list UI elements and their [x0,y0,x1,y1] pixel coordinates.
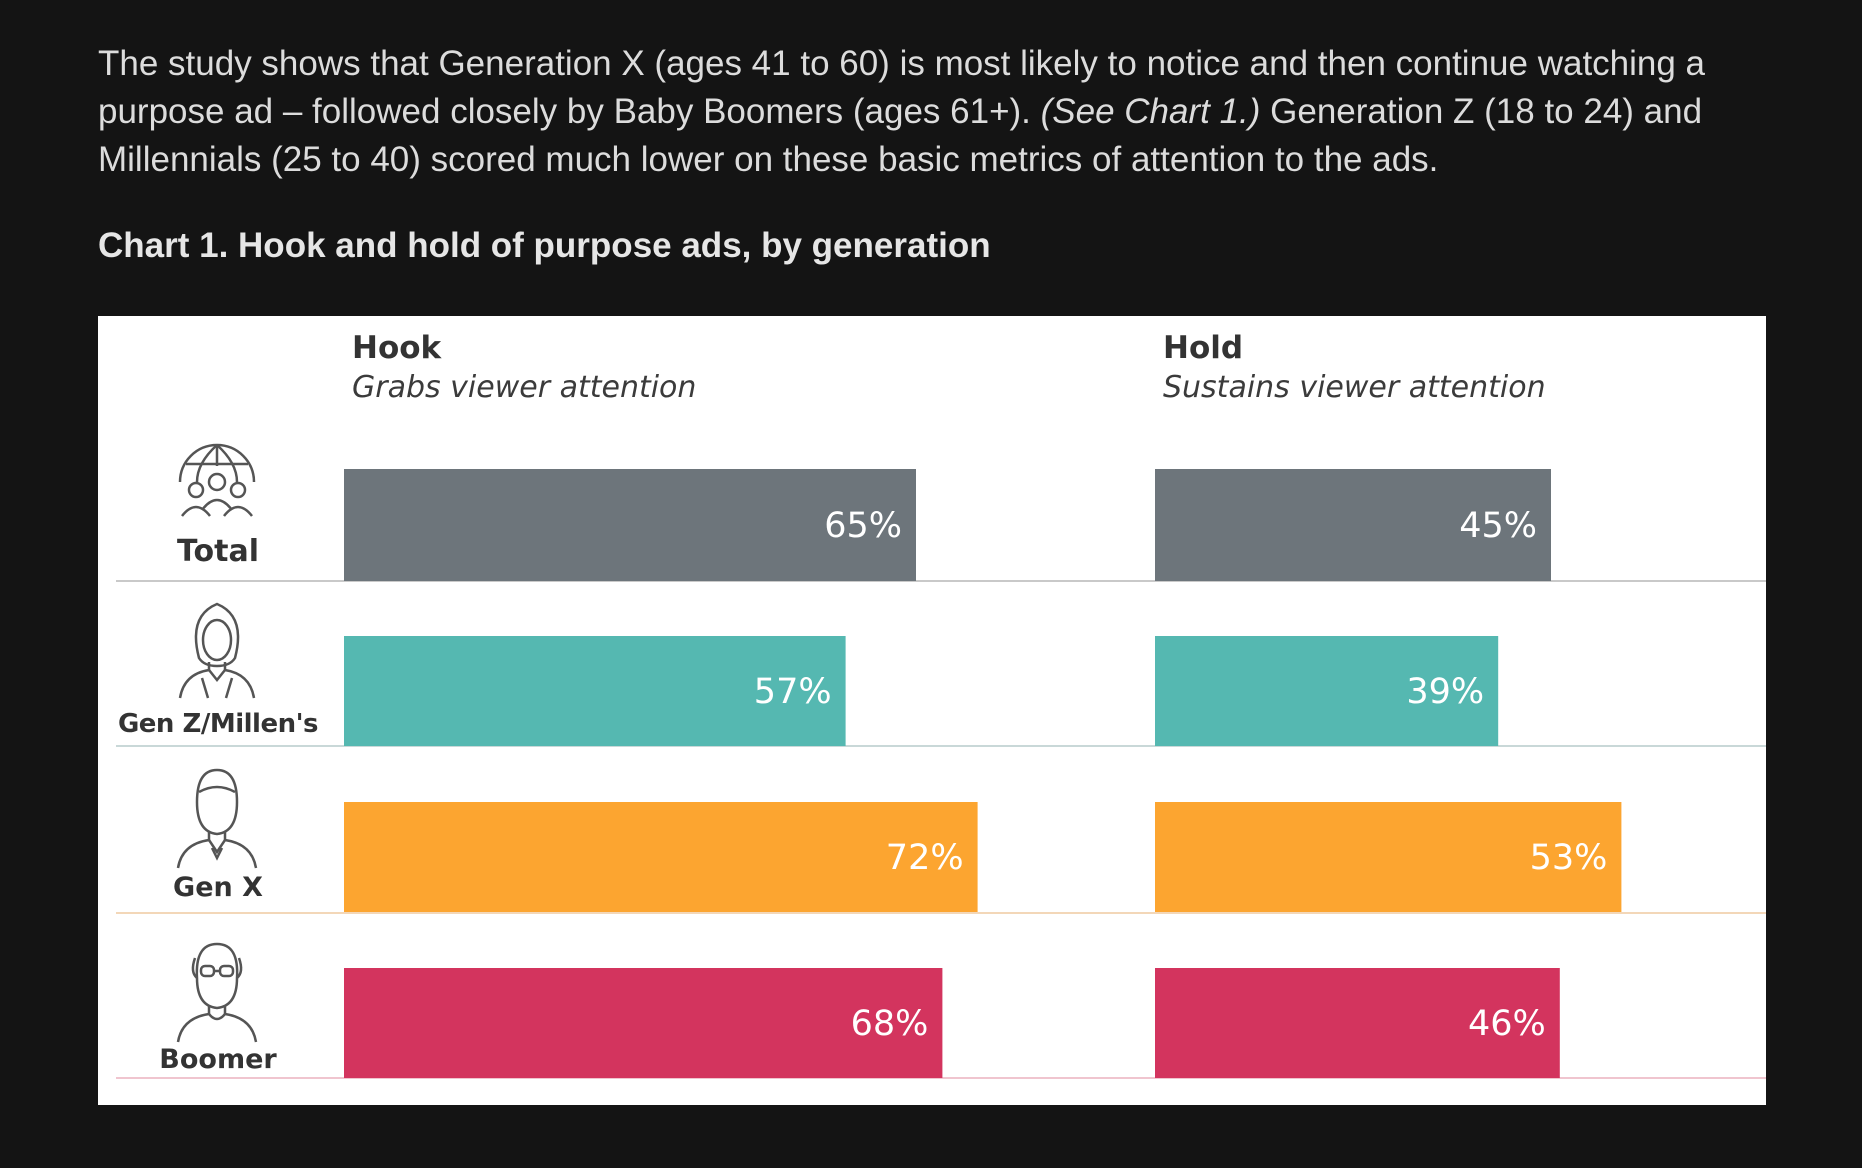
value-label-hold-2: 53% [1530,838,1608,878]
value-label-hook-2: 72% [886,838,964,878]
bar-hook-0 [344,469,916,581]
woman-icon [178,602,256,699]
row-label-total: Total [177,534,259,569]
hold-title: Hold [1163,330,1244,366]
bar-hold-3 [1155,968,1560,1078]
value-label-hold-1: 39% [1406,672,1484,712]
row-label-genx: Gen X [173,872,263,903]
man-icon [176,768,258,869]
bar-chart: 65% 57% 72% 68% 45% 39% 53% 46% [116,469,1766,1079]
chart-title: Chart 1. Hook and hold of purpose ads, b… [98,226,991,265]
hook-header: Hook Grabs viewer attention [352,330,696,405]
intro-paragraph: The study shows that Generation X (ages … [98,40,1778,184]
intro-text-2: Generation Z (18 to 24) and Millennials … [98,92,1703,179]
value-label-hold-0: 45% [1459,506,1537,546]
chart-panel: Hook Grabs viewer attention Hold Sustain… [98,316,1766,1105]
hook-subtitle: Grabs viewer attention [352,370,697,405]
bar-hook-3 [344,968,943,1078]
row-label-genz-millennials: Gen Z/Millen's [117,709,319,739]
value-label-hold-3: 46% [1468,1004,1546,1044]
globe-group-icon [178,443,256,517]
value-label-hook-3: 68% [851,1004,929,1044]
row-label-boomer: Boomer [159,1044,277,1075]
bar-hook-2 [344,802,978,912]
chart-reference: (See Chart 1.) [1040,92,1261,131]
man-glasses-icon [176,942,258,1043]
hook-title: Hook [352,330,442,366]
bar-hold-0 [1155,469,1551,581]
hold-subtitle: Sustains viewer attention [1163,370,1546,405]
intro-text-1: The study shows that Generation X (ages … [98,44,1706,131]
bar-hold-1 [1155,636,1499,746]
value-label-hook-0: 65% [824,506,902,546]
bar-hook-1 [344,636,846,746]
value-label-hook-1: 57% [754,672,832,712]
hold-header: Hold Sustains viewer attention [1163,330,1546,405]
bar-hold-2 [1155,802,1622,912]
